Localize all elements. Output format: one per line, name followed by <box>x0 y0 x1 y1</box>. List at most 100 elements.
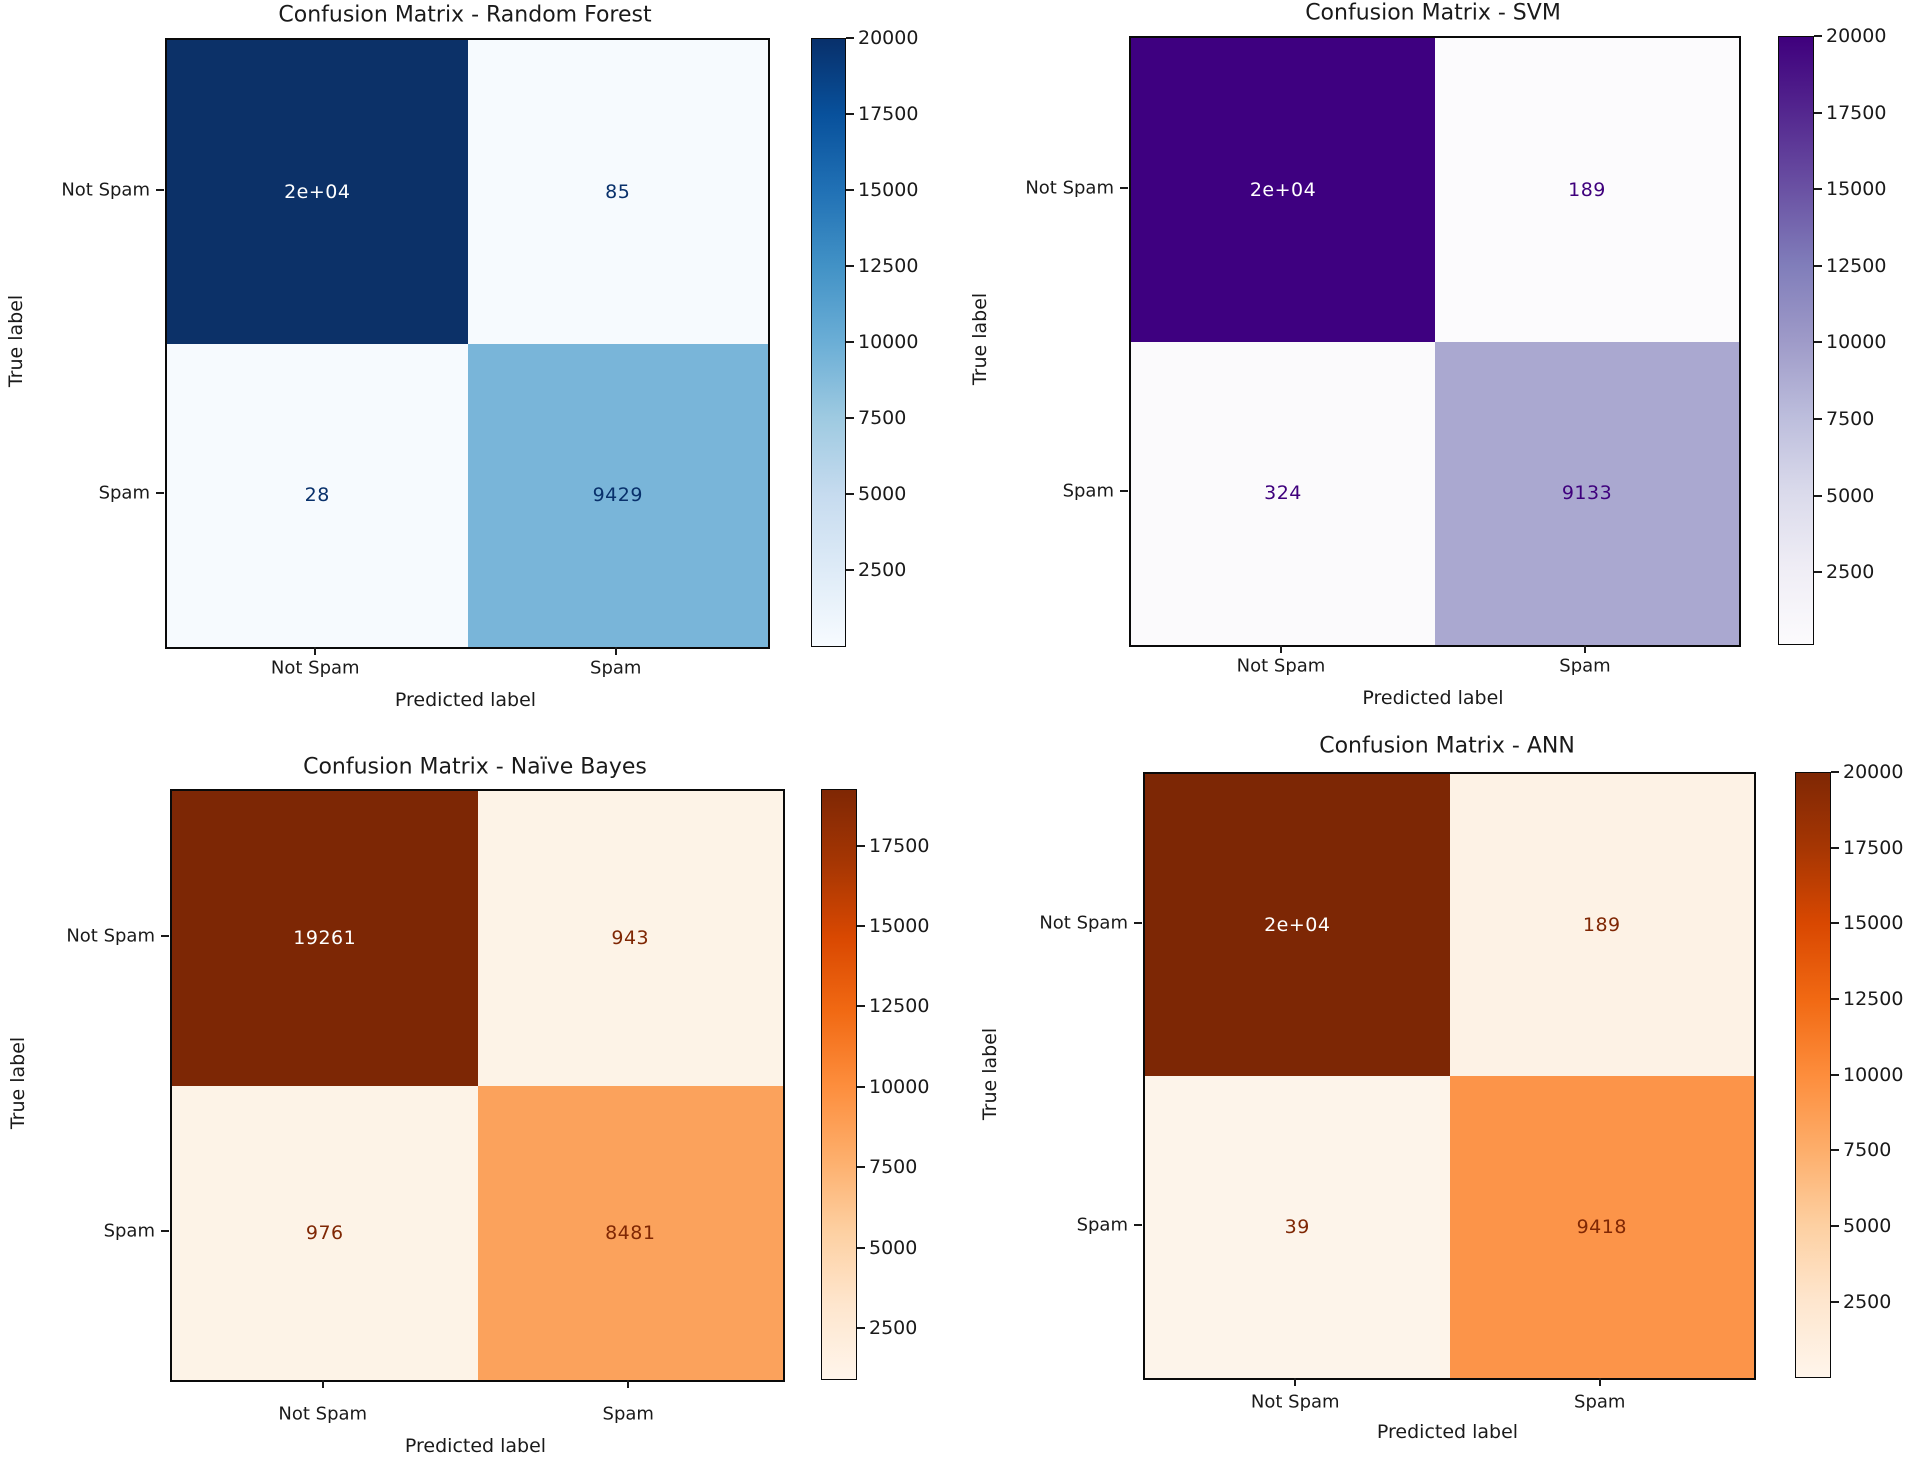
x-tick-mark <box>321 1380 324 1388</box>
heatmap-cell-false-negative: 324 <box>1131 341 1435 645</box>
colorbar-tick-label: 17500 <box>858 102 919 125</box>
colorbar-tick-mark <box>1831 846 1839 849</box>
y-tick-label-not-spam: Not Spam <box>66 925 155 947</box>
x-tick-label-not-spam: Not Spam <box>1250 1391 1340 1413</box>
colorbar-tick-label: 20000 <box>858 27 919 49</box>
colorbar-tick-mark <box>846 37 854 39</box>
panel-title: Confusion Matrix - Random Forest <box>278 2 652 28</box>
colorbar-tick-mark <box>846 416 854 419</box>
cell-value: 9133 <box>1561 482 1613 505</box>
cell-value: 2e+04 <box>284 180 351 203</box>
colorbar-tick-mark <box>1831 1149 1839 1152</box>
x-tick-label-spam: Spam <box>602 1403 654 1425</box>
heatmap-cell-true-positive: 9133 <box>1435 341 1739 645</box>
colorbar-tick-label: 7500 <box>1843 1139 1892 1162</box>
heatmap-cell-false-positive: 85 <box>467 40 768 344</box>
colorbar-tick-mark <box>1814 264 1822 267</box>
y-tick-mark <box>1120 490 1128 493</box>
cell-value: 39 <box>1284 1216 1310 1238</box>
x-axis-label: Predicted label <box>394 689 537 711</box>
heatmap-cell-true-positive: 9418 <box>1449 1076 1754 1378</box>
y-tick-mark <box>1120 186 1128 189</box>
colorbar-tick-label: 15000 <box>1843 912 1904 935</box>
y-axis-label: True label <box>969 292 991 386</box>
colorbar-tick-mark <box>846 492 854 495</box>
y-axis-label: True label <box>979 1027 1001 1121</box>
colorbar-tick-mark <box>1831 1224 1839 1227</box>
heatmap-cell-false-negative: 976 <box>172 1085 478 1380</box>
colorbar-tick-mark <box>1814 417 1822 420</box>
colorbar-tick-label: 17500 <box>1826 101 1887 124</box>
y-tick-label-not-spam: Not Spam <box>1039 912 1128 934</box>
heatmap-grid: 19261 943 976 8481 <box>170 789 785 1382</box>
colorbar-tick-label: 20000 <box>1826 25 1887 47</box>
colorbar-tick-label: 17500 <box>869 834 930 857</box>
colorbar <box>1795 772 1831 1378</box>
colorbar-tick-label: 10000 <box>1843 1063 1904 1086</box>
heatmap-cell-true-negative: 2e+04 <box>1145 774 1450 1076</box>
colorbar-tick-label: 15000 <box>1826 178 1887 201</box>
x-tick-label-spam: Spam <box>590 657 642 679</box>
heatmap-cell-false-positive: 943 <box>477 791 783 1086</box>
colorbar-tick-mark <box>846 188 854 191</box>
heatmap-cell-true-positive: 9429 <box>467 343 768 647</box>
x-tick-mark <box>614 647 617 655</box>
y-tick-mark <box>161 1229 169 1232</box>
colorbar-tick-mark <box>857 1246 865 1249</box>
colorbar-tick-mark <box>1814 571 1822 574</box>
x-tick-label-not-spam: Not Spam <box>270 657 360 679</box>
colorbar-tick-label: 17500 <box>1843 836 1904 859</box>
x-tick-mark <box>1280 645 1282 653</box>
colorbar-tick-label: 2500 <box>858 558 907 581</box>
heatmap-grid: 2e+04 189 39 9418 <box>1143 772 1756 1380</box>
cell-value: 324 <box>1264 482 1302 505</box>
colorbar <box>811 38 846 647</box>
colorbar-tick-mark <box>1831 1300 1839 1303</box>
colorbar-tick-label: 10000 <box>1826 331 1887 354</box>
colorbar-tick-mark <box>1814 341 1822 344</box>
cell-value: 2e+04 <box>1249 178 1317 201</box>
heatmap-cell-true-positive: 8481 <box>477 1085 783 1380</box>
y-tick-label-not-spam: Not Spam <box>1025 177 1114 199</box>
colorbar-tick-label: 2500 <box>1843 1290 1892 1313</box>
panel-title: Confusion Matrix - Naïve Bayes <box>303 754 647 780</box>
colorbar-tick-label: 10000 <box>869 1075 930 1098</box>
heatmap-cell-true-negative: 2e+04 <box>1131 38 1435 342</box>
colorbar-tick-label: 5000 <box>1826 484 1875 507</box>
colorbar-tick-label: 12500 <box>1843 987 1904 1010</box>
x-axis-label: Predicted label <box>1376 1421 1519 1443</box>
y-tick-label-spam: Spam <box>98 482 150 504</box>
colorbar-tick-label: 12500 <box>869 995 930 1018</box>
colorbar-tick-mark <box>846 264 854 267</box>
colorbar-tick-label: 2500 <box>1826 561 1875 584</box>
cell-value: 9429 <box>592 484 643 507</box>
heatmap-grid: 2e+04 189 324 9133 <box>1129 36 1741 647</box>
colorbar-tick-label: 5000 <box>1843 1214 1892 1237</box>
colorbar-tick-mark <box>1814 188 1822 191</box>
colorbar-tick-label: 20000 <box>1843 761 1904 783</box>
y-tick-mark <box>156 188 164 191</box>
cell-value: 189 <box>1582 914 1621 936</box>
y-axis-label: True label <box>5 294 27 388</box>
colorbar <box>1778 36 1814 645</box>
x-tick-mark <box>1598 1378 1601 1386</box>
colorbar-tick-mark <box>846 568 854 571</box>
x-tick-mark <box>314 647 317 655</box>
panel-title: Confusion Matrix - ANN <box>1319 733 1575 759</box>
y-axis-label: True label <box>7 1036 29 1130</box>
colorbar-tick-label: 10000 <box>858 330 919 353</box>
heatmap-cell-false-positive: 189 <box>1449 774 1754 1076</box>
colorbar-tick-label: 5000 <box>858 482 907 505</box>
colorbar-tick-mark <box>1814 494 1822 497</box>
colorbar-tick-label: 15000 <box>858 178 919 201</box>
x-tick-label-not-spam: Not Spam <box>1236 655 1326 677</box>
colorbar-tick-mark <box>846 112 854 115</box>
colorbar-tick-mark <box>1831 771 1839 773</box>
colorbar-tick-mark <box>857 844 865 847</box>
cell-value: 189 <box>1568 178 1606 201</box>
colorbar-tick-mark <box>857 1005 865 1008</box>
cell-value: 19261 <box>293 927 357 950</box>
cell-value: 85 <box>605 180 631 203</box>
cell-value: 8481 <box>605 1221 656 1244</box>
colorbar-tick-mark <box>1831 922 1839 925</box>
